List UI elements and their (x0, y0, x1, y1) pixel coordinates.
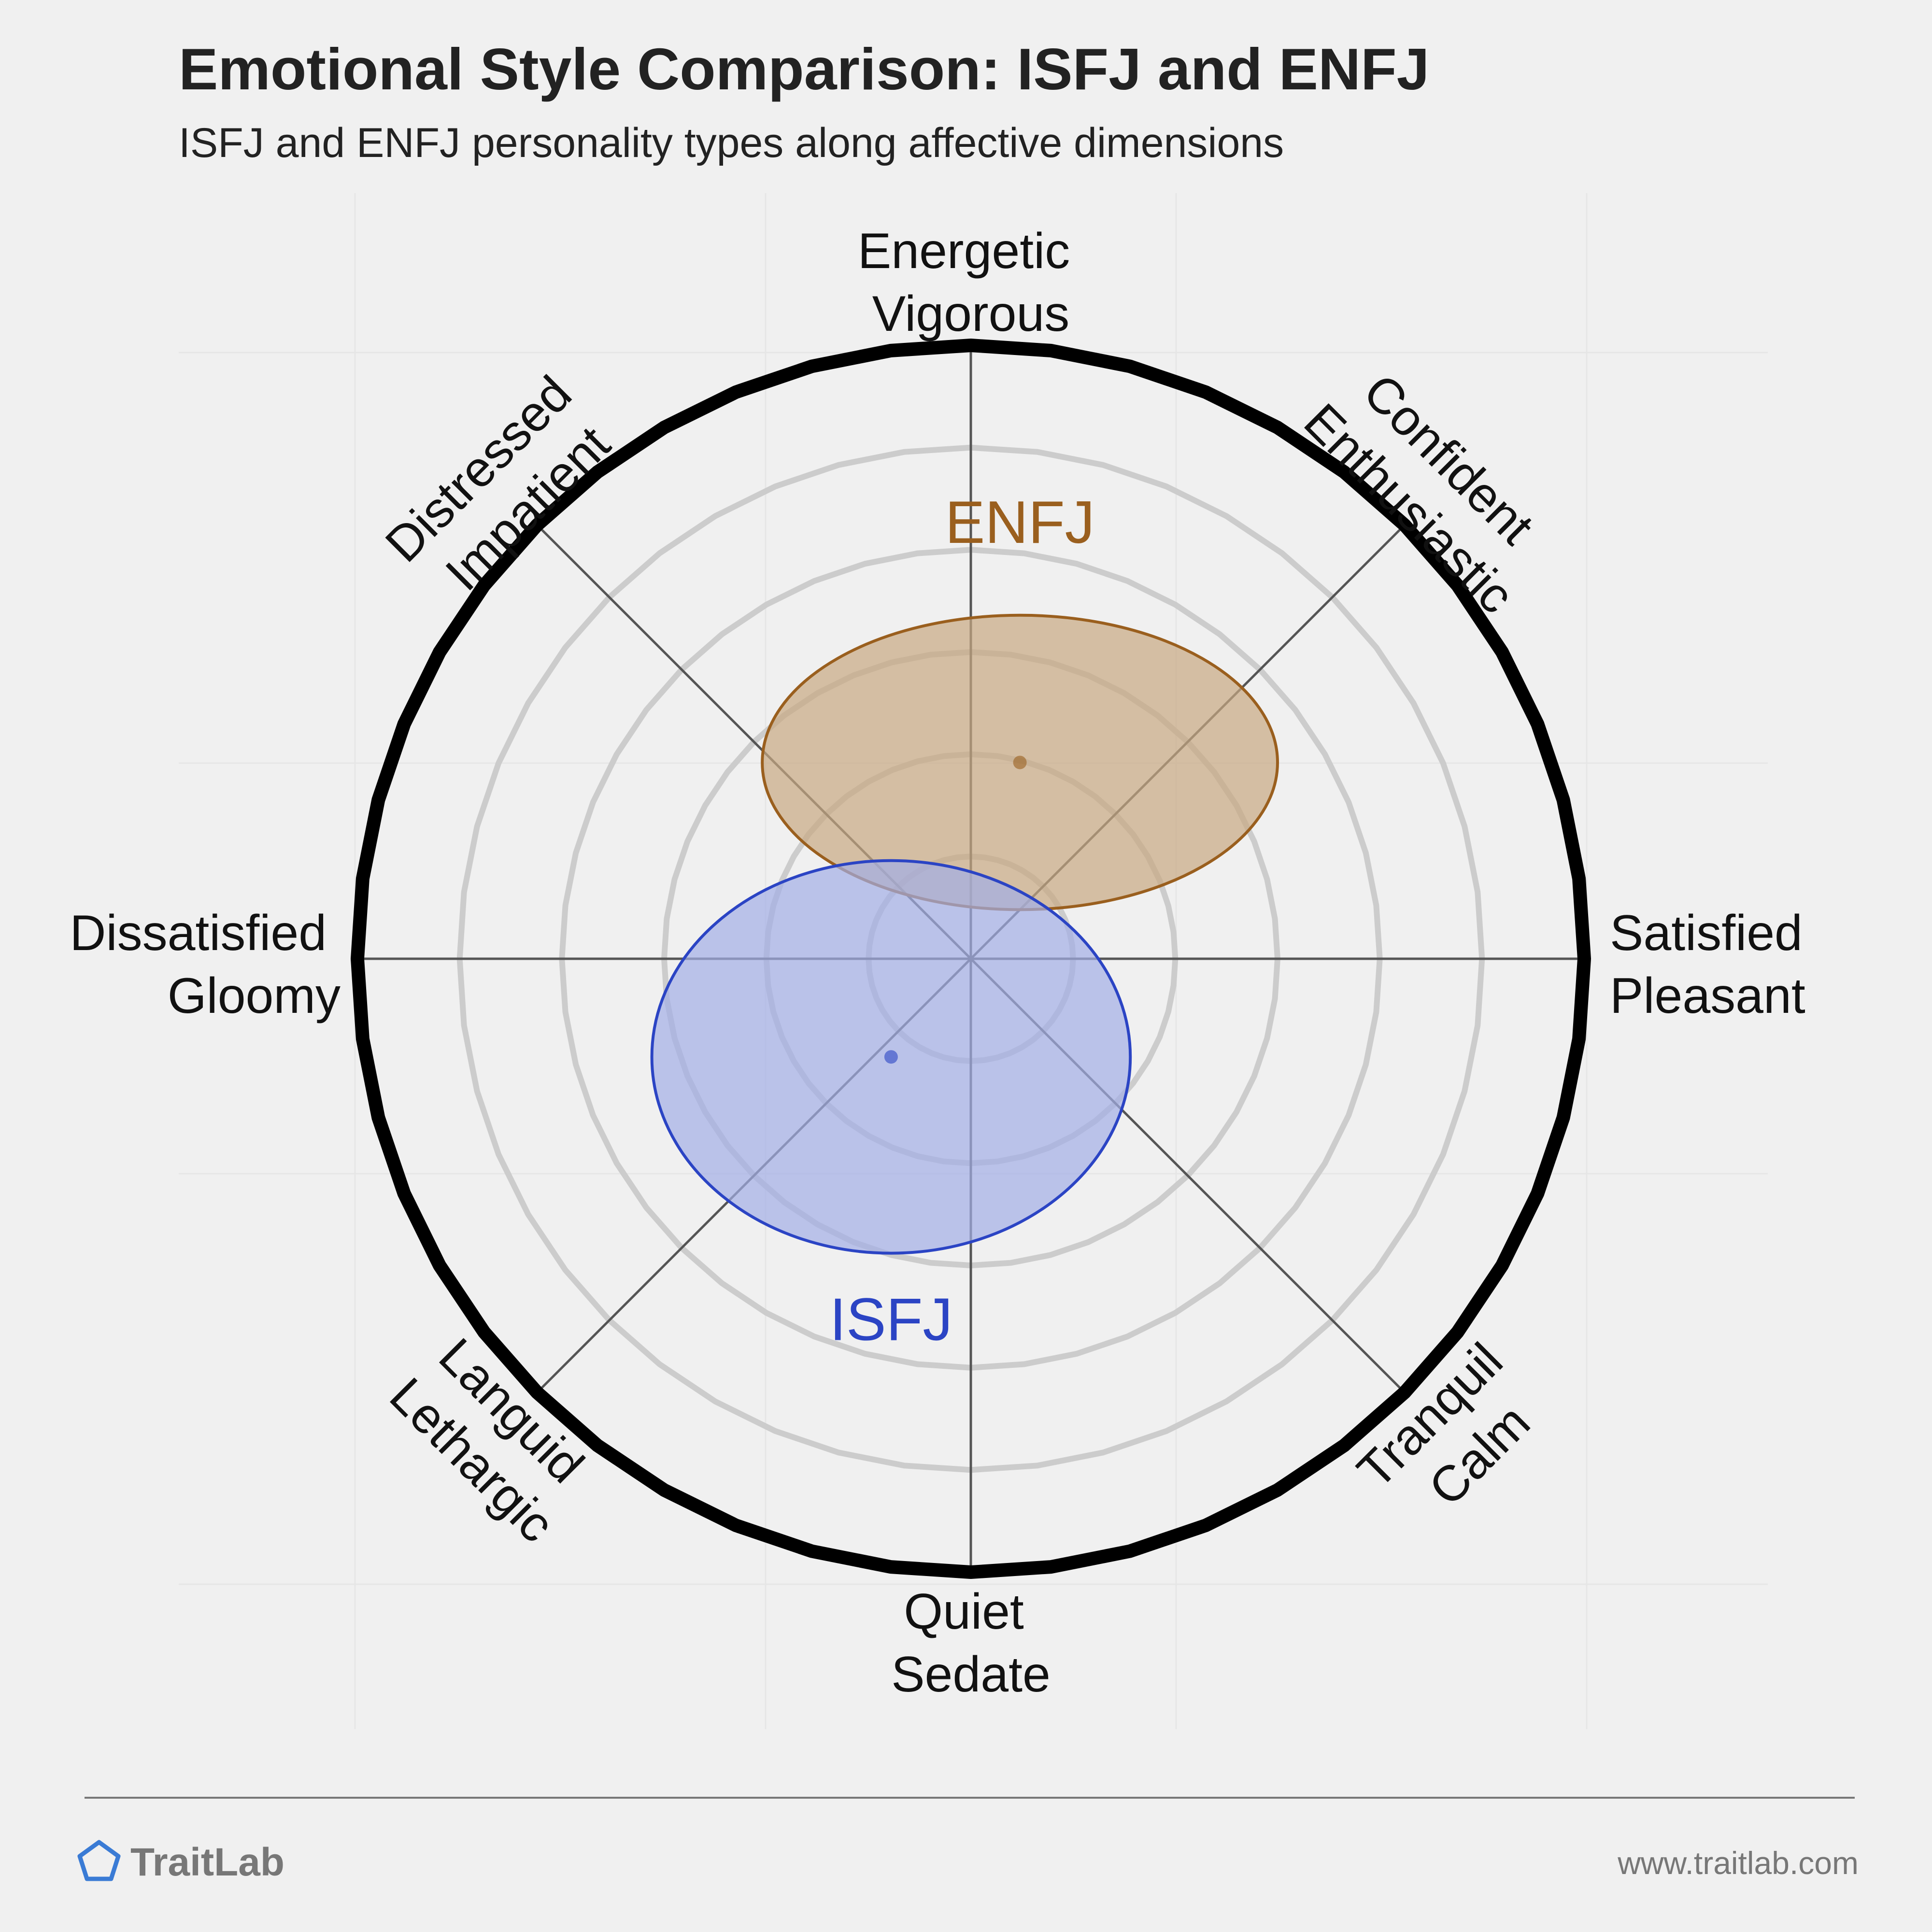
traitlab-logo[interactable]: TraitLab (77, 1840, 284, 1884)
label-top: Energetic Vigorous (858, 223, 1084, 342)
type-centers (884, 755, 1027, 1064)
chart-subtitle: ISFJ and ENFJ personality types along af… (179, 120, 1284, 166)
chart-title: Emotional Style Comparison: ISFJ and ENF… (179, 36, 1430, 102)
label-bottom: Quiet Sedate (891, 1584, 1051, 1703)
label-right-line2: Pleasant (1610, 968, 1805, 1024)
footer-url[interactable]: www.traitlab.com (1617, 1845, 1859, 1881)
label-right-line1: Satisfied (1610, 905, 1803, 961)
isfj-label: ISFJ (829, 1287, 952, 1353)
label-bottom-line2: Sedate (891, 1647, 1051, 1703)
type-labels: ENFJ ISFJ (829, 489, 1094, 1353)
brand-name: TraitLab (130, 1840, 284, 1884)
outer-ring-polygon (351, 339, 1591, 1579)
enfj-center-point (1013, 755, 1027, 769)
label-bottom-line1: Quiet (904, 1584, 1024, 1640)
isfj-center-point (884, 1050, 898, 1064)
enfj-label: ENFJ (945, 489, 1095, 556)
outer-ring (351, 339, 1591, 1579)
label-top-line2: Vigorous (872, 286, 1070, 342)
label-left-line2: Gloomy (168, 968, 341, 1024)
label-left: Dissatisfied Gloomy (70, 905, 341, 1024)
label-top-line1: Energetic (858, 223, 1070, 279)
label-left-line1: Dissatisfied (70, 905, 327, 961)
label-right: Satisfied Pleasant (1610, 905, 1817, 1024)
pentagon-icon (77, 1840, 121, 1881)
